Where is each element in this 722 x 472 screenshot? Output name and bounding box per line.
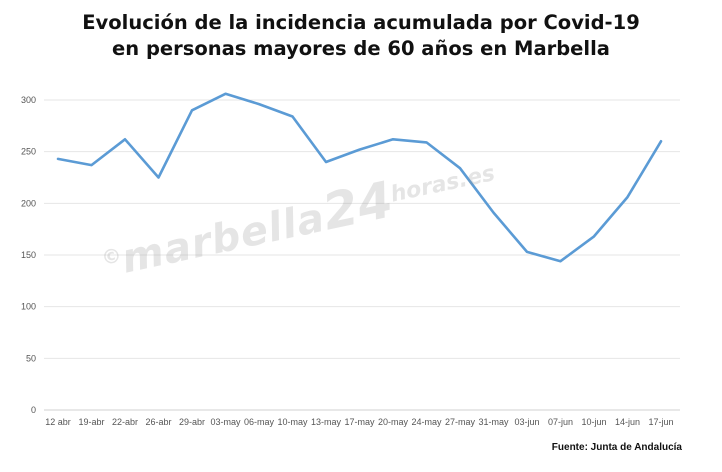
x-axis-ticks: 12 abr 19-abr 22-abr 26-abr 29-abr 03-may 06-m…: [45, 417, 673, 427]
gridlines: [44, 99, 680, 411]
x-tick-label: 17-jun: [648, 417, 673, 427]
x-tick-label: 19-abr: [78, 417, 104, 427]
x-tick-label: 22-abr: [112, 417, 138, 427]
y-tick-label: 100: [21, 302, 36, 312]
x-tick-label: 12 abr: [45, 417, 71, 427]
x-tick-label: 26-abr: [145, 417, 171, 427]
x-tick-label: 10-may: [277, 417, 308, 427]
incidence-line: [56, 92, 663, 263]
y-tick-label: 150: [21, 250, 36, 260]
x-tick-label: 13-may: [311, 417, 342, 427]
x-tick-label: 20-may: [378, 417, 409, 427]
x-tick-label: 03-may: [210, 417, 241, 427]
y-tick-label: 300: [21, 95, 36, 105]
y-tick-label: 50: [26, 353, 36, 363]
y-tick-label: 250: [21, 147, 36, 157]
source-note: Fuente: Junta de Andalucía: [551, 442, 682, 453]
x-tick-label: 27-may: [445, 417, 476, 427]
chart-title-line-1: Evolución de la incidencia acumulada por…: [82, 11, 640, 34]
y-axis-ticks: 0 50 100 150 200 250 300: [21, 95, 36, 415]
chart-title-line-2: en personas mayores de 60 años en Marbel…: [112, 37, 610, 60]
x-tick-label: 24-may: [411, 417, 442, 427]
x-tick-label: 14-jun: [615, 417, 640, 427]
x-tick-label: 31-may: [478, 417, 509, 427]
x-tick-label: 03-jun: [514, 417, 539, 427]
x-tick-label: 29-abr: [179, 417, 205, 427]
y-tick-label: 0: [31, 405, 36, 415]
chart-title: Evolución de la incidencia acumulada por…: [0, 10, 722, 62]
x-tick-label: 10-jun: [581, 417, 606, 427]
x-tick-label: 07-jun: [548, 417, 573, 427]
x-tick-label: 06-may: [244, 417, 275, 427]
x-tick-label: 17-may: [344, 417, 375, 427]
y-tick-label: 200: [21, 198, 36, 208]
